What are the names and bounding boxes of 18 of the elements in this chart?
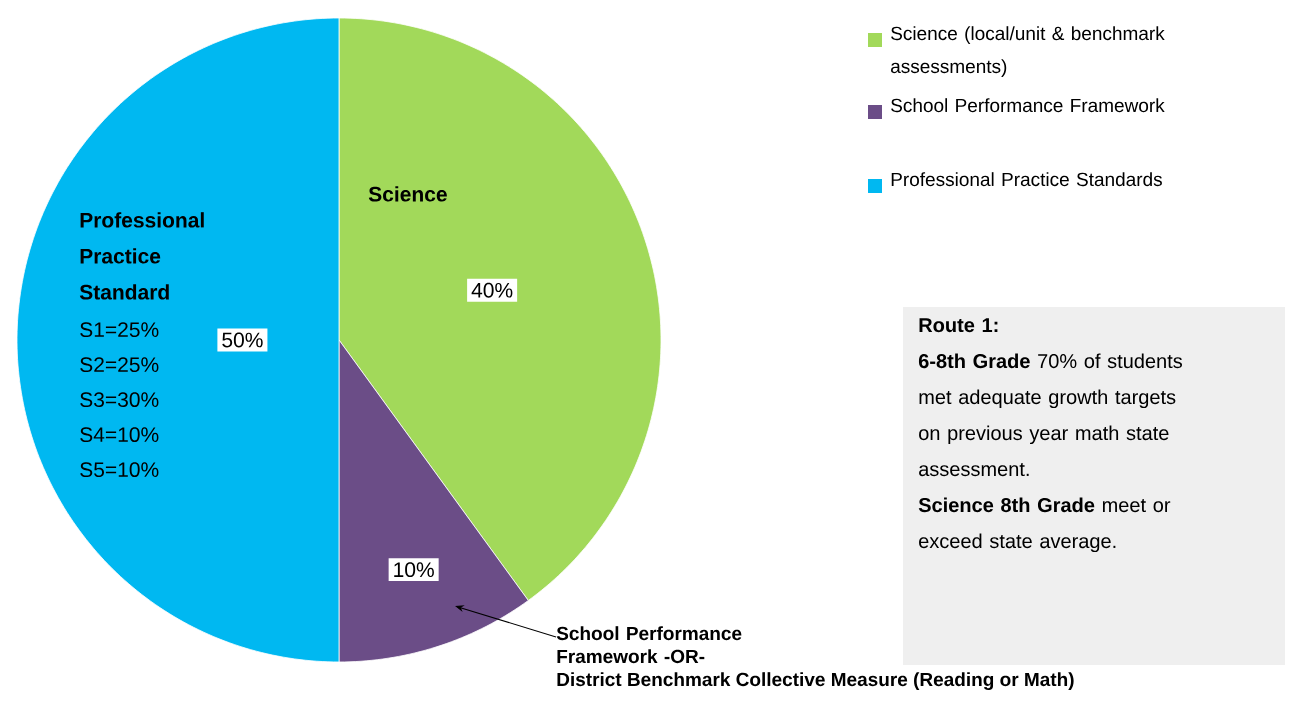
text: District Benchmark Collective Measure (Reading or Math) <box>557 672 1074 690</box>
text: 6-8th Grade 70% of students met adequate growth targets on previous year math state assessment. <box>918 353 1183 477</box>
legend-label: Science (local/unit & benchmark assessments) <box>891 26 1165 77</box>
data-label: 40% <box>471 282 513 298</box>
text: Science <box>368 186 447 202</box>
text: S5=10% <box>80 462 159 478</box>
text: S2=25% <box>80 357 159 373</box>
text: S1=25% <box>80 322 159 338</box>
text: School Performance Framework -OR- <box>556 626 742 664</box>
legend-label: School Performance Framework <box>891 98 1165 113</box>
text: Professional Practice Standard <box>79 212 204 300</box>
data-label: 50% <box>222 332 263 348</box>
text: S3=30% <box>80 392 159 408</box>
text: S4=10% <box>80 427 159 443</box>
text: Route 1: <box>919 318 998 333</box>
data-label: 10% <box>394 562 434 578</box>
text: Science 8th Grade meet or exceed state average. <box>918 497 1171 553</box>
legend-label: Professional Practice Standards <box>891 172 1162 187</box>
